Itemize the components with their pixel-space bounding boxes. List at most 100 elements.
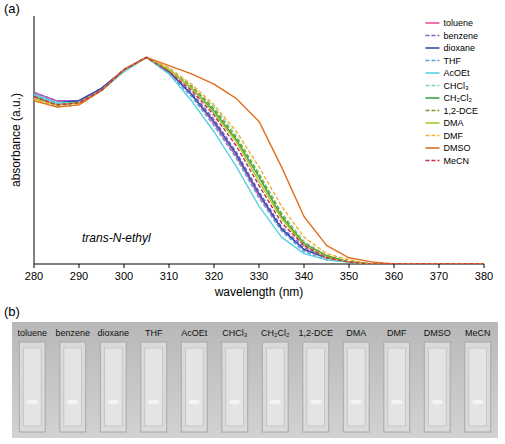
x-tick [124, 264, 125, 268]
sample-label: DMA [346, 328, 366, 338]
cuvette-inner [226, 348, 244, 426]
legend-label: CHCl₃ [443, 81, 468, 91]
cuvette-inner [145, 348, 163, 426]
meniscus [229, 400, 241, 404]
cuvette-inner [307, 348, 325, 426]
cuvette [465, 342, 491, 432]
x-tick [394, 264, 395, 268]
legend-swatch [425, 135, 439, 137]
x-tick-label: 280 [25, 270, 43, 282]
meniscus [188, 400, 200, 404]
legend-label: DMF [443, 131, 463, 141]
legend-swatch [425, 110, 439, 112]
cuvette [181, 342, 207, 432]
spectrum-line [34, 57, 484, 264]
sample-label: benzene [55, 328, 90, 338]
spectrum-line [34, 57, 484, 264]
panel-label: (b) [4, 304, 20, 319]
y-axis [34, 16, 35, 264]
meniscus [148, 400, 160, 404]
legend-swatch [425, 122, 439, 124]
panel-label: (a) [4, 1, 20, 16]
legend-label: DMSO [443, 143, 470, 153]
y-axis-title: absorbance (a.u.) [9, 93, 23, 187]
spectrum-line [34, 57, 484, 264]
plot-lines [34, 57, 484, 264]
cuvette-inner [185, 348, 203, 426]
cuvette [60, 342, 86, 432]
legend-label: THF [443, 56, 461, 66]
sample-label: CH₂Cl₂ [261, 328, 290, 338]
sample-label: MeCN [465, 328, 491, 338]
cuvette [303, 342, 329, 432]
photo-background [12, 322, 498, 438]
cuvette [424, 342, 450, 432]
sample-label: DMSO [424, 328, 451, 338]
legend-swatch [425, 47, 439, 49]
cuvette [343, 342, 369, 432]
legend-label: CH₂Cl₂ [443, 93, 472, 103]
sample-label: AcOEt [181, 328, 208, 338]
meniscus [391, 400, 403, 404]
legend-swatch [425, 22, 439, 24]
spectrum-line [34, 57, 484, 264]
spectrum-line [34, 57, 484, 264]
x-tick [484, 264, 485, 268]
x-tick-label: 370 [430, 270, 448, 282]
legend-swatch [425, 147, 439, 149]
cuvette-inner [428, 348, 446, 426]
legend-swatch [425, 60, 439, 62]
spectrum-line [34, 57, 484, 264]
spectrum-line [34, 57, 484, 264]
cuvette [222, 342, 248, 432]
x-tick-label: 350 [340, 270, 358, 282]
x-tick-label: 300 [115, 270, 133, 282]
x-axis-title: wavelength (nm) [214, 285, 304, 299]
legend-label: toluene [443, 18, 473, 28]
x-tick-label: 360 [385, 270, 403, 282]
sample-label: toluene [17, 328, 47, 338]
legend-swatch [425, 160, 439, 162]
meniscus [350, 400, 362, 404]
legend-swatch [425, 85, 439, 87]
cuvette-inner [104, 348, 122, 426]
sample-label: THF [145, 328, 163, 338]
x-tick-label: 310 [160, 270, 178, 282]
legend-label: MeCN [443, 156, 469, 166]
x-tick [34, 264, 35, 268]
cuvette [141, 342, 167, 432]
legend-label: 1,2-DCE [443, 106, 478, 116]
x-tick [439, 264, 440, 268]
spectrum-line [34, 57, 484, 264]
sample-label: dioxane [97, 328, 129, 338]
cuvette-inner [64, 348, 82, 426]
legend-swatch [425, 35, 439, 37]
meniscus [107, 400, 119, 404]
legend-swatch [425, 72, 439, 74]
sample-label: 1,2-DCE [298, 328, 333, 338]
x-tick-label: 380 [475, 270, 493, 282]
meniscus [269, 400, 281, 404]
spectrum-line [34, 57, 484, 264]
cuvette-inner [388, 348, 406, 426]
cuvette-inner [469, 348, 487, 426]
spectrum-line [34, 57, 484, 264]
legend-label: dioxane [443, 43, 475, 53]
x-tick [169, 264, 170, 268]
spectrum-line [34, 57, 484, 264]
x-tick-label: 290 [70, 270, 88, 282]
sample-label: DMF [387, 328, 407, 338]
meniscus [431, 400, 443, 404]
cuvette-inner [347, 348, 365, 426]
meniscus [472, 400, 484, 404]
cuvette [100, 342, 126, 432]
meniscus [310, 400, 322, 404]
x-tick-label: 340 [295, 270, 313, 282]
figure: (a)280290300310320330340350360370380wave… [0, 0, 505, 444]
legend-label: AcOEt [443, 68, 470, 78]
x-tick [349, 264, 350, 268]
meniscus [26, 400, 38, 404]
x-tick [304, 264, 305, 268]
legend-swatch [425, 97, 439, 99]
legend: toluenebenzenedioxaneTHFAcOEtCHCl₃CH₂Cl₂… [425, 18, 478, 166]
